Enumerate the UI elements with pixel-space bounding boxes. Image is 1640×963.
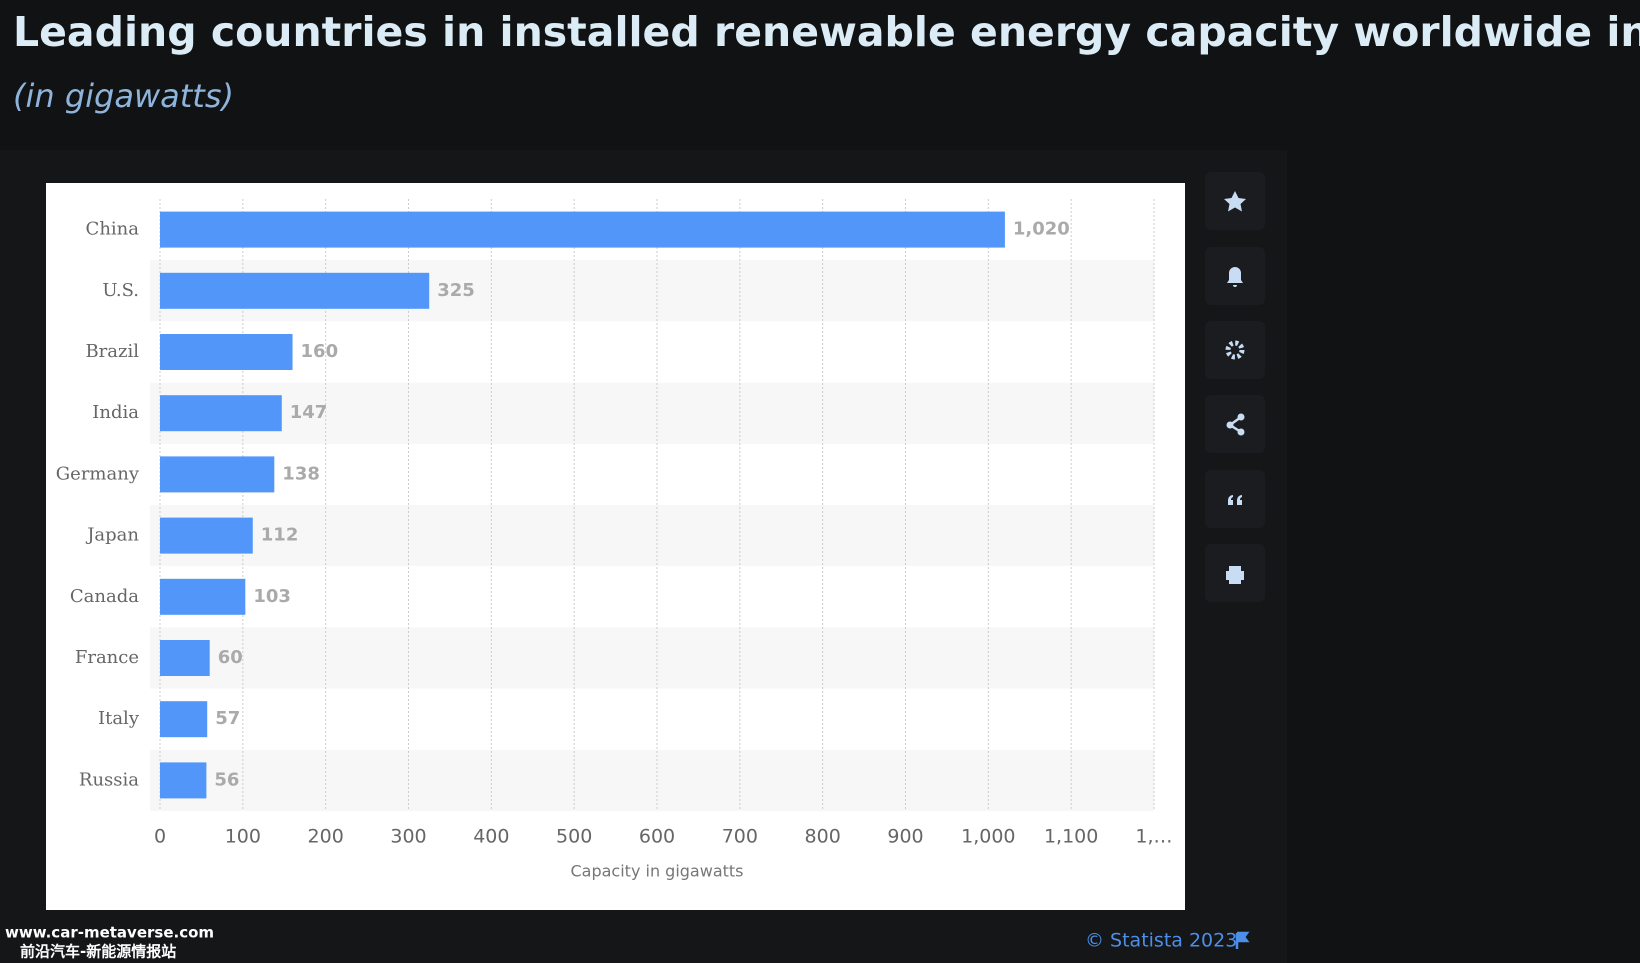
- value-label: 325: [437, 280, 475, 301]
- bar: [160, 640, 210, 676]
- x-tick-label: 300: [390, 826, 426, 848]
- x-tick-label: 500: [556, 826, 592, 848]
- y-tick-label: China: [86, 219, 140, 240]
- settings-button[interactable]: [1205, 321, 1265, 379]
- watermark-site: www.car-metaverse.com: [5, 924, 214, 942]
- flag-icon[interactable]: [1235, 931, 1250, 949]
- bar: [160, 701, 208, 738]
- bar: [160, 272, 430, 309]
- bar: [160, 395, 282, 432]
- x-axis-label: Capacity in gigawatts: [570, 862, 743, 881]
- row-band: [150, 382, 1154, 444]
- x-tick-label: 900: [887, 826, 923, 848]
- share-dot: [1226, 421, 1234, 429]
- x-tick-label: 1,…: [1135, 826, 1172, 848]
- row-band: [150, 627, 1154, 689]
- x-tick-label: 100: [225, 826, 261, 848]
- value-label: 138: [282, 463, 320, 484]
- bar: [160, 762, 207, 799]
- bar: [160, 211, 1005, 248]
- value-label: 60: [218, 647, 243, 668]
- gear-icon: [1225, 340, 1245, 360]
- value-label: 56: [214, 769, 239, 790]
- share-button[interactable]: [1205, 395, 1265, 453]
- cite-button[interactable]: [1205, 470, 1265, 528]
- y-tick-label: Canada: [70, 586, 139, 607]
- value-label: 112: [261, 525, 299, 546]
- x-tick-label: 1,100: [1044, 826, 1098, 848]
- x-tick-label: 600: [639, 826, 675, 848]
- bar: [160, 334, 293, 370]
- chart-title: Leading countries in installed renewable…: [13, 8, 1640, 56]
- value-label: 103: [253, 586, 291, 607]
- value-label: 57: [215, 708, 240, 729]
- x-tick-label: 0: [154, 826, 166, 848]
- star-icon: [1224, 191, 1246, 212]
- quote-icon: [1228, 495, 1242, 505]
- y-tick-label: Russia: [79, 769, 139, 790]
- share-dot: [1237, 413, 1245, 421]
- x-tick-label: 400: [473, 826, 509, 848]
- watermark-name: 前沿汽车-新能源情报站: [20, 943, 176, 961]
- bar: [160, 517, 253, 554]
- x-tick-label: 800: [805, 826, 841, 848]
- y-tick-label: U.S.: [102, 280, 139, 301]
- value-label: 147: [290, 402, 328, 423]
- value-label: 160: [301, 341, 339, 362]
- y-tick-label: Brazil: [85, 341, 139, 362]
- toolbar: [1205, 172, 1265, 602]
- share-dot: [1237, 428, 1245, 436]
- row-band: [150, 749, 1154, 811]
- x-tick-label: 700: [722, 826, 758, 848]
- y-tick-label: India: [92, 402, 139, 423]
- print-icon: [1226, 566, 1244, 584]
- bell-icon: [1227, 267, 1243, 287]
- y-tick-label: France: [75, 647, 139, 668]
- bar: [160, 456, 275, 493]
- x-tick-label: 200: [308, 826, 344, 848]
- chart-subtitle: (in gigawatts): [13, 77, 234, 115]
- y-tick-label: Italy: [98, 708, 140, 729]
- y-tick-label: Germany: [56, 463, 140, 484]
- bar: [160, 578, 246, 615]
- y-tick-label: Japan: [85, 525, 139, 546]
- row-band: [150, 505, 1154, 567]
- x-tick-label: 1,000: [961, 826, 1015, 848]
- source: © Statista 2023: [1085, 930, 1237, 952]
- value-label: 1,020: [1013, 219, 1070, 240]
